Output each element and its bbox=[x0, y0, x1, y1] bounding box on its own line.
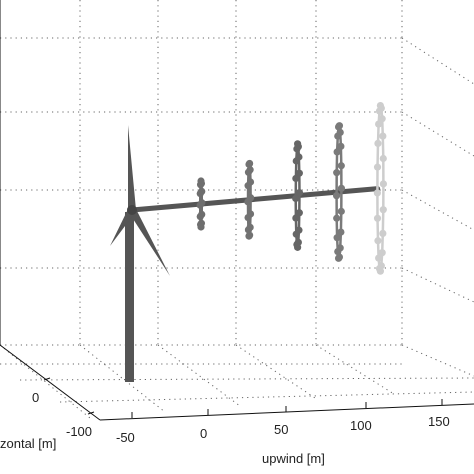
wake-ring-point bbox=[379, 154, 387, 163]
wake-ring-point bbox=[292, 174, 300, 183]
wake-ring-point bbox=[375, 107, 384, 115]
wake-ring-point bbox=[332, 192, 341, 200]
y-tick-label: 0 bbox=[32, 390, 39, 405]
wake-ring-point bbox=[197, 219, 206, 227]
wake-ring-point bbox=[333, 234, 341, 242]
wake-ring-point bbox=[334, 132, 342, 140]
wake-ring-point bbox=[377, 262, 385, 270]
grid-lines bbox=[0, 0, 474, 419]
wake-ring-point bbox=[244, 182, 252, 190]
wake-ring-point bbox=[376, 102, 384, 110]
wake-ring-point bbox=[378, 115, 386, 123]
wake-ring-point bbox=[379, 132, 387, 140]
wake-ring-point bbox=[196, 201, 204, 209]
wake-ring-point bbox=[333, 169, 341, 177]
wake-ring-point bbox=[379, 180, 388, 188]
y-axis-label: zontal [m] bbox=[0, 436, 56, 451]
wake-ring-point bbox=[245, 231, 254, 239]
wake-ring-point bbox=[336, 244, 344, 252]
wake-ring-point bbox=[337, 162, 345, 170]
turbine-tower bbox=[125, 212, 134, 382]
wake-ring-point bbox=[337, 142, 345, 150]
wake-ring-point bbox=[292, 157, 300, 165]
wake-ring-point bbox=[333, 214, 341, 222]
wake-ring-point bbox=[244, 198, 252, 206]
wake-ring-point bbox=[374, 237, 382, 245]
wake-ring-point bbox=[198, 210, 206, 219]
wake-ring-point bbox=[295, 226, 303, 234]
axes-box bbox=[0, 0, 474, 421]
wake-ring-point bbox=[337, 207, 345, 215]
x-tick-label: -50 bbox=[116, 430, 135, 445]
wake-ring-point bbox=[379, 229, 387, 237]
wake-ring-point bbox=[196, 181, 205, 189]
wake-ring-point bbox=[335, 253, 344, 261]
x-tick-label: 0 bbox=[200, 426, 207, 441]
wake-ring-point bbox=[244, 168, 253, 176]
wake-ring-point bbox=[337, 184, 346, 192]
wake-ring-point bbox=[334, 123, 343, 131]
wake-ring-point bbox=[337, 228, 345, 236]
x-axis-label: upwind [m] bbox=[262, 451, 325, 466]
turbine-hub bbox=[127, 205, 137, 215]
wake-ring-point bbox=[373, 189, 381, 197]
turbine-blade bbox=[128, 208, 170, 276]
wake-rings bbox=[196, 102, 388, 275]
wake-ring-point bbox=[374, 139, 382, 148]
x-tick-label: 100 bbox=[350, 418, 372, 433]
wake-ring-point bbox=[333, 148, 341, 156]
wake-ring-point bbox=[379, 206, 387, 214]
turbine-blade bbox=[128, 125, 136, 211]
wake-ring-point bbox=[373, 163, 382, 171]
tick-labels: 0 -100 -50 0 50 100 150 bbox=[32, 390, 450, 445]
wake-ring-point bbox=[246, 223, 254, 231]
wake-ring-point bbox=[295, 169, 303, 177]
wake-ring-point bbox=[295, 209, 303, 217]
wake-ring-point bbox=[376, 267, 384, 275]
wake-ring-point bbox=[375, 120, 383, 128]
wake-ring-point bbox=[373, 214, 382, 222]
wake-ring-point bbox=[292, 194, 300, 203]
wake-ring-point bbox=[196, 189, 204, 198]
wake-ring-point bbox=[295, 189, 304, 197]
wake-ring-point bbox=[378, 249, 386, 257]
turbine-blade bbox=[110, 207, 136, 246]
wake-ring-point bbox=[245, 160, 253, 168]
wake-ring-point bbox=[246, 210, 255, 218]
x-tick-label: 150 bbox=[428, 414, 450, 429]
wake-ring-point bbox=[293, 145, 301, 153]
wake-ring-point bbox=[294, 238, 302, 246]
wake-ring-point bbox=[375, 254, 383, 262]
wake-ring-path bbox=[376, 105, 385, 272]
wake-ring-point bbox=[292, 214, 300, 222]
y-tick-label: -100 bbox=[66, 424, 92, 439]
x-tick-label: 50 bbox=[274, 422, 288, 437]
